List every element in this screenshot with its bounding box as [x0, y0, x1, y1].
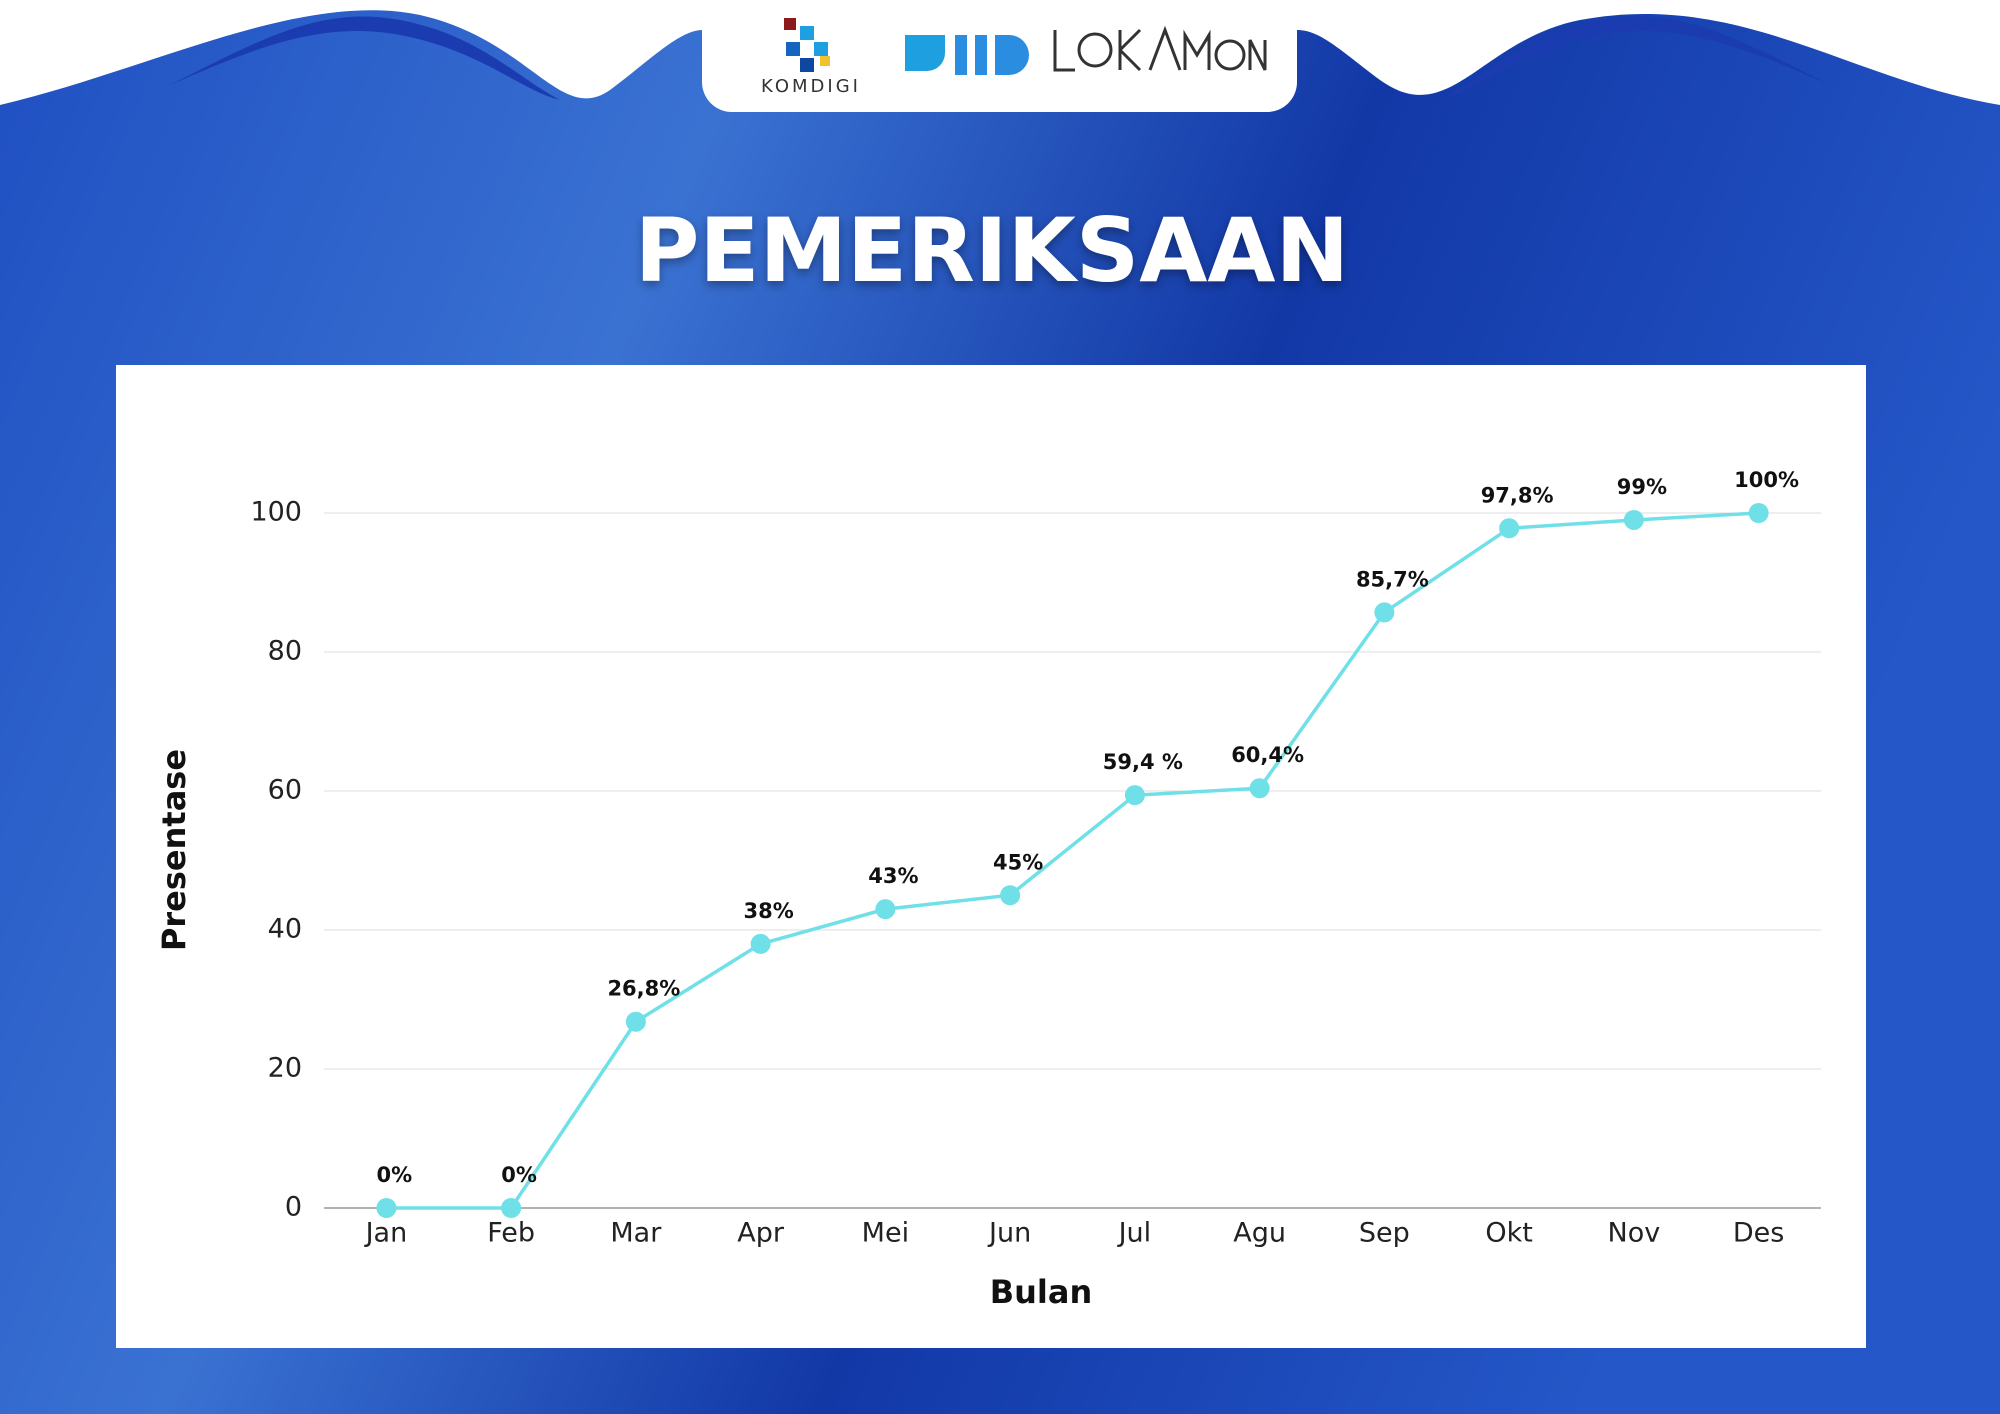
data-point — [625, 1011, 646, 1032]
y-tick-label: 20 — [268, 1053, 302, 1084]
y-tick-label: 0 — [285, 1192, 302, 1223]
y-tick-label: 100 — [250, 497, 302, 528]
chart-card — [116, 365, 1866, 1348]
data-point — [1374, 602, 1395, 623]
x-tick-label: Agu — [1233, 1218, 1286, 1249]
data-label: 99% — [1617, 475, 1667, 499]
data-label: 0% — [377, 1163, 413, 1187]
data-point — [1748, 503, 1769, 523]
data-label: 85,7% — [1356, 567, 1429, 591]
data-label: 45% — [993, 850, 1043, 874]
x-tick-label: Mei — [862, 1218, 909, 1249]
data-point — [1124, 785, 1145, 806]
x-tick-label: Jan — [364, 1218, 408, 1249]
x-tick-label: Jul — [1117, 1218, 1152, 1249]
data-point — [501, 1198, 522, 1218]
x-tick-label: Feb — [487, 1218, 535, 1249]
x-tick-label: Jun — [987, 1218, 1031, 1249]
data-point — [750, 933, 771, 954]
y-axis-title: Presentase — [155, 749, 193, 951]
page-title: PEMERIKSAAN — [635, 199, 1349, 302]
x-tick-label: Sep — [1359, 1218, 1410, 1249]
x-tick-label: Mar — [610, 1218, 662, 1249]
data-label: 0% — [501, 1163, 537, 1187]
data-label: 100% — [1734, 468, 1799, 492]
data-label: 60,4% — [1231, 743, 1304, 767]
y-tick-label: 40 — [268, 914, 302, 945]
data-label: 43% — [868, 864, 918, 888]
data-label: 26,8% — [607, 977, 680, 1001]
x-tick-label: Nov — [1608, 1218, 1661, 1249]
x-tick-label: Okt — [1485, 1218, 1532, 1249]
wave-accent — [1440, 16, 1830, 100]
logo-text: KOMDIGI — [761, 76, 861, 97]
y-tick-label: 60 — [268, 775, 302, 806]
x-tick-label: Des — [1733, 1218, 1784, 1249]
x-tick-label: Apr — [737, 1218, 785, 1249]
lokambon-logo — [1053, 25, 1267, 72]
data-point — [875, 899, 896, 920]
data-point — [376, 1198, 397, 1218]
data-label: 97,8% — [1481, 483, 1554, 507]
series-line — [386, 511, 1759, 1210]
y-tick-label: 80 — [268, 636, 302, 667]
data-label: 38% — [743, 899, 793, 923]
komdigi-logo: KOMDIGI — [761, 18, 861, 97]
top-wave — [0, 0, 2000, 105]
data-point — [1623, 509, 1644, 530]
data-label: 59,4 % — [1103, 750, 1183, 774]
djid-logo — [905, 35, 1029, 75]
wave-accent — [170, 16, 560, 100]
data-point — [1249, 778, 1270, 799]
data-point — [1499, 518, 1520, 539]
x-axis-title: Bulan — [990, 1273, 1093, 1311]
data-point — [1000, 885, 1021, 906]
